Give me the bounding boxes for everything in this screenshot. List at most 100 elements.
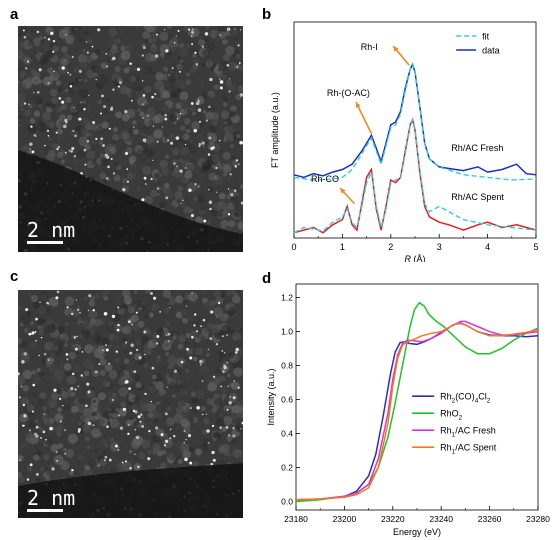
micrograph-texture: [101, 337, 111, 347]
micrograph-atom: [64, 429, 66, 432]
micrograph-atom: [47, 82, 50, 85]
micrograph-texture: [231, 412, 239, 420]
micrograph-atom: [150, 400, 152, 403]
micrograph-atom: [69, 84, 73, 88]
micrograph-atom: [92, 309, 95, 312]
micrograph-texture: [114, 65, 121, 73]
micrograph-atom: [188, 188, 192, 193]
micrograph-texture: [40, 54, 49, 64]
micrograph-texture: [56, 128, 64, 135]
micrograph-atom: [153, 296, 157, 300]
micrograph-atom: [198, 100, 200, 102]
micrograph-texture: [225, 138, 231, 145]
micrograph-atom: [223, 365, 227, 370]
micrograph-atom: [194, 51, 197, 54]
micrograph-atom: [108, 127, 111, 130]
micrograph-texture: [78, 422, 82, 426]
micrograph-texture: [230, 27, 238, 36]
micrograph-texture: [183, 206, 191, 214]
micrograph-texture: [202, 417, 210, 425]
micrograph-texture: [163, 133, 168, 138]
micrograph-texture: [233, 367, 243, 377]
micrograph-atom: [56, 290, 60, 294]
micrograph-texture: [168, 66, 177, 76]
micrograph-texture: [177, 343, 184, 350]
x-tick-label-d: 23220: [381, 514, 405, 524]
micrograph-atom: [52, 39, 56, 43]
micrograph-texture: [48, 375, 58, 384]
micrograph-atom: [56, 147, 59, 151]
micrograph-atom: [73, 155, 77, 158]
micrograph-texture: [219, 313, 229, 322]
micrograph-atom: [50, 31, 54, 36]
micrograph-texture: [148, 119, 155, 126]
micrograph-atom: [227, 188, 230, 190]
micrograph-atom: [104, 455, 108, 459]
micrograph-texture: [231, 160, 239, 167]
micrograph-atom: [22, 29, 25, 32]
micrograph-texture: [159, 306, 167, 314]
micrograph-texture: [134, 338, 143, 346]
micrograph-atom: [105, 177, 109, 180]
micrograph-atom: [163, 444, 167, 447]
micrograph-texture: [167, 355, 178, 366]
micrograph-texture: [173, 452, 178, 457]
micrograph-texture: [87, 457, 97, 468]
series-line-1: [295, 301, 539, 503]
micrograph-atom: [29, 463, 33, 467]
micrograph-texture: [47, 398, 58, 409]
micrograph-texture: [144, 290, 152, 294]
micrograph-atom: [152, 125, 155, 128]
micrograph-texture: [182, 34, 192, 44]
micrograph-texture: [42, 405, 48, 411]
micrograph-texture: [83, 448, 89, 454]
micrograph-texture: [152, 374, 157, 380]
micrograph-atom: [160, 433, 164, 437]
micrograph-atom: [105, 155, 110, 159]
micrograph-texture: [101, 121, 109, 129]
micrograph-texture: [235, 404, 243, 413]
micrograph-texture: [125, 301, 130, 306]
micrograph-texture: [191, 397, 198, 405]
micrograph-texture: [213, 307, 223, 317]
micrograph-atom: [140, 413, 143, 416]
micrograph-atom: [227, 385, 229, 387]
micrograph-atom: [55, 451, 58, 454]
micrograph-texture: [208, 125, 217, 134]
micrograph-atom: [201, 380, 204, 382]
micrograph-atom: [78, 311, 81, 314]
micrograph-texture: [141, 301, 146, 306]
micrograph-atom: [208, 105, 211, 109]
micrograph-texture: [115, 290, 124, 299]
micrograph-texture: [159, 52, 166, 58]
micrograph-atom: [26, 60, 30, 63]
micrograph-atom: [156, 140, 159, 143]
micrograph-texture: [73, 66, 80, 73]
micrograph-atom: [78, 117, 82, 121]
micrograph-texture: [137, 96, 147, 107]
micrograph-texture: [239, 327, 243, 334]
micrograph-texture: [173, 413, 184, 424]
micrograph-texture: [181, 401, 187, 407]
micrograph-atom: [136, 67, 141, 71]
micrograph-texture: [31, 434, 35, 438]
micrograph-atom: [57, 145, 61, 149]
micrograph-texture: [81, 84, 85, 88]
micrograph-texture: [69, 414, 79, 424]
micrograph-atom: [105, 344, 107, 347]
micrograph-atom: [84, 163, 87, 166]
micrograph-texture: [178, 158, 183, 163]
micrograph-atom: [193, 128, 197, 133]
micrograph-texture: [26, 33, 30, 37]
chart-d: 23180 23200 23220 23240 23260 23280 0.0 0.2 0.4 0…: [266, 283, 550, 537]
micrograph-atom: [133, 370, 137, 373]
micrograph-texture: [178, 138, 184, 144]
micrograph-texture: [78, 78, 82, 82]
micrograph-texture: [184, 368, 190, 374]
micrograph-texture: [135, 77, 140, 81]
micrograph-atom: [219, 78, 221, 80]
micrograph-texture: [129, 166, 139, 175]
micrograph-atom: [119, 81, 122, 85]
micrograph-texture: [238, 101, 243, 109]
micrograph-texture: [225, 45, 235, 56]
